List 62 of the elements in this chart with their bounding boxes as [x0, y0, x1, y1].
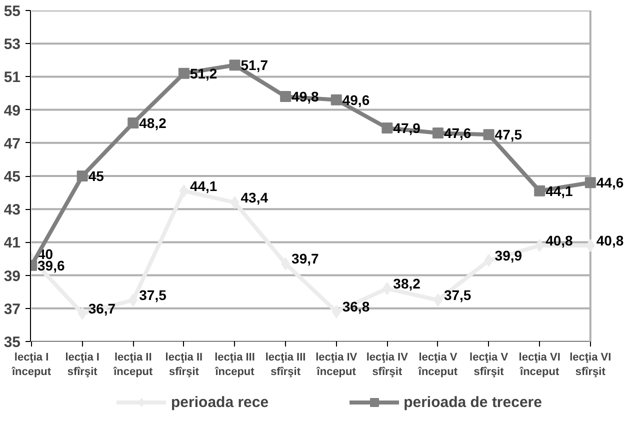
point	[433, 294, 442, 307]
x-tick-label: lecţia II sfîrşit	[165, 352, 203, 378]
point	[78, 306, 87, 320]
point	[483, 129, 494, 140]
data-label: 38,2	[393, 276, 421, 292]
x-tick-label: lecţia IV început	[316, 352, 358, 378]
x-tick-label: lecţia VI început	[518, 352, 560, 378]
point	[230, 196, 240, 209]
point	[432, 127, 444, 138]
point	[584, 177, 596, 188]
data-label: 45	[88, 168, 104, 184]
y-tick-label: 51	[4, 69, 21, 86]
data-label: 40,8	[596, 232, 624, 249]
legend-label: perioada de trecere	[404, 394, 542, 410]
point	[229, 60, 240, 71]
data-label: 48,2	[139, 115, 167, 132]
y-tick-label: 41	[4, 234, 21, 252]
data-label: 36,7	[88, 300, 116, 316]
y-tick-label: 35	[4, 334, 21, 351]
y-tick-label: 49	[4, 102, 21, 120]
x-tick-label: lecţia IV sfîrşit	[366, 352, 409, 378]
data-label: 51,2	[190, 65, 218, 82]
point	[330, 94, 342, 106]
y-tick-label: 45	[4, 168, 21, 186]
y-tick-label: 55	[4, 3, 21, 20]
point	[128, 118, 139, 129]
point	[76, 170, 88, 182]
data-label: 47,5	[494, 126, 522, 143]
data-label: 44,6	[596, 174, 624, 191]
x-tick-label: lecţia III început	[214, 352, 255, 378]
data-label: 49,6	[342, 92, 370, 108]
data-label: 36,8	[342, 298, 370, 315]
y-tick-label: 39	[4, 268, 21, 285]
data-label: 39,9	[494, 247, 522, 264]
x-tick-label: lecţia III sfîrşit	[265, 352, 306, 378]
data-label: 39,7	[292, 250, 320, 267]
data-label: 44,1	[546, 182, 574, 199]
legend-label: perioada rece	[171, 394, 269, 410]
point	[178, 68, 190, 79]
x-tick-label: lecţia I sfîrşit	[65, 352, 100, 378]
point	[128, 294, 138, 307]
data-label: 43,4	[240, 189, 268, 206]
x-tick-label: lecţia II început	[112, 352, 154, 378]
data-label: 37,5	[444, 287, 472, 304]
point	[534, 185, 546, 196]
point	[280, 91, 292, 102]
point	[586, 239, 595, 252]
x-tick-label: lecţia VI sfîrşit	[570, 352, 612, 378]
x-tick-label: lecţia V început	[417, 352, 458, 378]
x-tick-label: lecţia I început	[10, 352, 52, 378]
y-tick-label: 43	[4, 202, 21, 219]
data-label: 51,7	[240, 57, 268, 74]
point	[382, 122, 393, 134]
data-label: 44,1	[190, 178, 218, 194]
y-tick-label: 47	[4, 135, 21, 152]
data-label: 37,5	[139, 287, 167, 304]
y-tick-label: 53	[4, 36, 21, 54]
y-tick-label: 37	[4, 300, 21, 318]
x-tick-label: lecţia V sfîrşit	[470, 352, 509, 378]
data-label: 40,8	[546, 232, 574, 249]
point	[535, 239, 544, 252]
point	[332, 305, 341, 318]
